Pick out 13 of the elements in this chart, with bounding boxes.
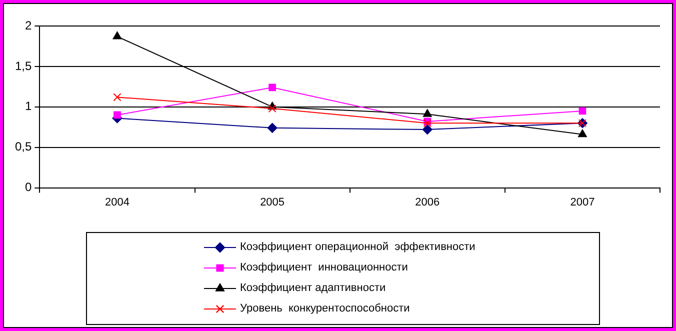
x-tick-label: 2006 — [415, 196, 440, 208]
legend-label: Коэффициент операционной эффективности — [240, 241, 476, 254]
legend-label: Уровень конкурентоспособности — [240, 302, 410, 315]
y-tick-label: 1,5 — [14, 58, 32, 73]
y-tick-label: 2 — [24, 18, 32, 32]
y-tick-label: 1 — [24, 99, 32, 114]
x-tick-label: 2004 — [104, 196, 130, 208]
y-tick-label: 0,5 — [14, 140, 32, 154]
y-tick-label: 0 — [24, 180, 32, 194]
x-tick-label: 2005 — [260, 196, 285, 208]
x-tick-label: 2007 — [570, 196, 595, 208]
legend-label: Коэффициент адаптивности — [240, 282, 386, 294]
legend-label: Коэффициент инновационности — [240, 262, 408, 274]
